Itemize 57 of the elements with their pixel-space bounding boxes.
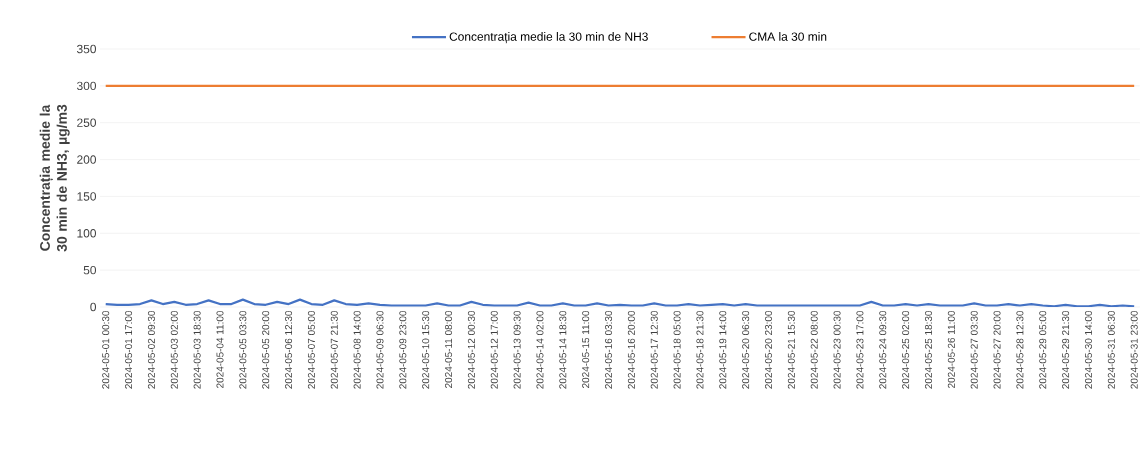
x-tick-label: 2024-05-13 09:30: [513, 310, 521, 389]
x-tick-label: 2024-05-12 17:00: [490, 310, 498, 389]
x-tick-label: 2024-05-27 03:30: [970, 310, 978, 389]
x-tick-label: 2024-05-03 18:30: [193, 310, 201, 389]
x-tick-label: 2024-05-31 06:30: [1107, 310, 1115, 389]
x-tick-label: 2024-05-31 23:00: [1130, 310, 1138, 389]
x-tick-label: 2024-05-11 08:00: [445, 310, 453, 388]
y-tick-label: 0: [90, 302, 97, 312]
y-tick-label: 250: [77, 118, 97, 127]
legend-label: Concentrația medie la 30 min de NH3: [449, 32, 648, 44]
y-tick-label: 100: [77, 229, 97, 238]
x-tick-label: 2024-05-07 21:30: [330, 310, 338, 389]
x-tick-label: 2024-05-27 20:00: [993, 310, 1001, 389]
x-tick-label: 2024-05-24 09:30: [879, 310, 887, 389]
y-axis-title: Concentrația medie la 30 min de NH3, µg/m3: [39, 104, 70, 252]
x-tick-label: 2024-05-15 11:00: [582, 310, 590, 388]
x-tick-label: 2024-05-14 18:30: [559, 310, 567, 389]
x-tick-label: 2024-05-22 08:00: [810, 310, 818, 389]
x-tick-label: 2024-05-29 21:30: [1062, 310, 1070, 389]
x-tick-label: 2024-05-30 14:00: [1084, 310, 1092, 389]
x-tick-label: 2024-05-12 00:30: [467, 310, 475, 389]
x-tick-label: 2024-05-06 12:30: [285, 310, 293, 389]
x-tick-label: 2024-05-20 23:00: [764, 310, 773, 389]
x-tick-label: 2024-05-05 20:00: [262, 310, 270, 389]
x-tick-label: 2024-05-25 18:30: [924, 310, 932, 389]
legend-label: CMA la 30 min: [749, 32, 827, 41]
x-tick-label: 2024-05-23 17:00: [856, 310, 864, 389]
x-tick-label: 2024-05-28 12:30: [1016, 310, 1024, 389]
x-tick-label: 2024-05-01 17:00: [125, 310, 133, 389]
y-tick-label: 300: [76, 81, 97, 91]
x-tick-label: 2024-05-03 02:00: [170, 310, 178, 389]
x-tick-label: 2024-05-18 21:30: [696, 310, 704, 389]
x-tick-label: 2024-05-01 00:30: [102, 310, 110, 389]
x-tick-label: 2024-05-19 14:00: [719, 310, 727, 389]
x-tick-label: 2024-05-17 12:30: [650, 310, 658, 389]
x-tick-label: 2024-05-29 05:00: [1039, 310, 1047, 389]
x-tick-label: 2024-05-05 03:30: [239, 310, 247, 389]
x-tick-label: 2024-05-25 02:00: [902, 310, 910, 389]
y-tick-label: 50: [83, 265, 97, 275]
x-tick-label: 2024-05-07 05:00: [307, 310, 315, 389]
x-tick-label: 2024-05-10 15:30: [422, 310, 430, 389]
x-tick-label: 2024-05-09 06:30: [376, 310, 384, 389]
x-tick-label: 2024-05-08 14:00: [353, 310, 361, 389]
x-tick-label: 2024-05-16 03:30: [604, 310, 613, 389]
x-tick-label: 2024-05-14 02:00: [536, 310, 544, 389]
x-tick-label: 2024-05-21 15:30: [787, 310, 795, 389]
x-tick-label: 2024-05-20 06:30: [742, 310, 750, 389]
x-tick-label: 2024-05-09 23:00: [399, 310, 407, 389]
x-tick-label: 2024-05-02 09:30: [147, 310, 155, 389]
x-tick-label: 2024-05-18 05:00: [673, 310, 681, 389]
y-tick-label: 200: [77, 155, 97, 164]
y-tick-label: 350: [76, 44, 97, 54]
y-tick-label: 150: [77, 192, 97, 201]
x-tick-label: 2024-05-04 11:00: [216, 310, 224, 388]
x-tick-label: 2024-05-16 20:00: [627, 310, 635, 389]
x-tick-label: 2024-05-26 11:00: [947, 310, 955, 388]
x-tick-label: 2024-05-23 00:30: [833, 310, 841, 389]
